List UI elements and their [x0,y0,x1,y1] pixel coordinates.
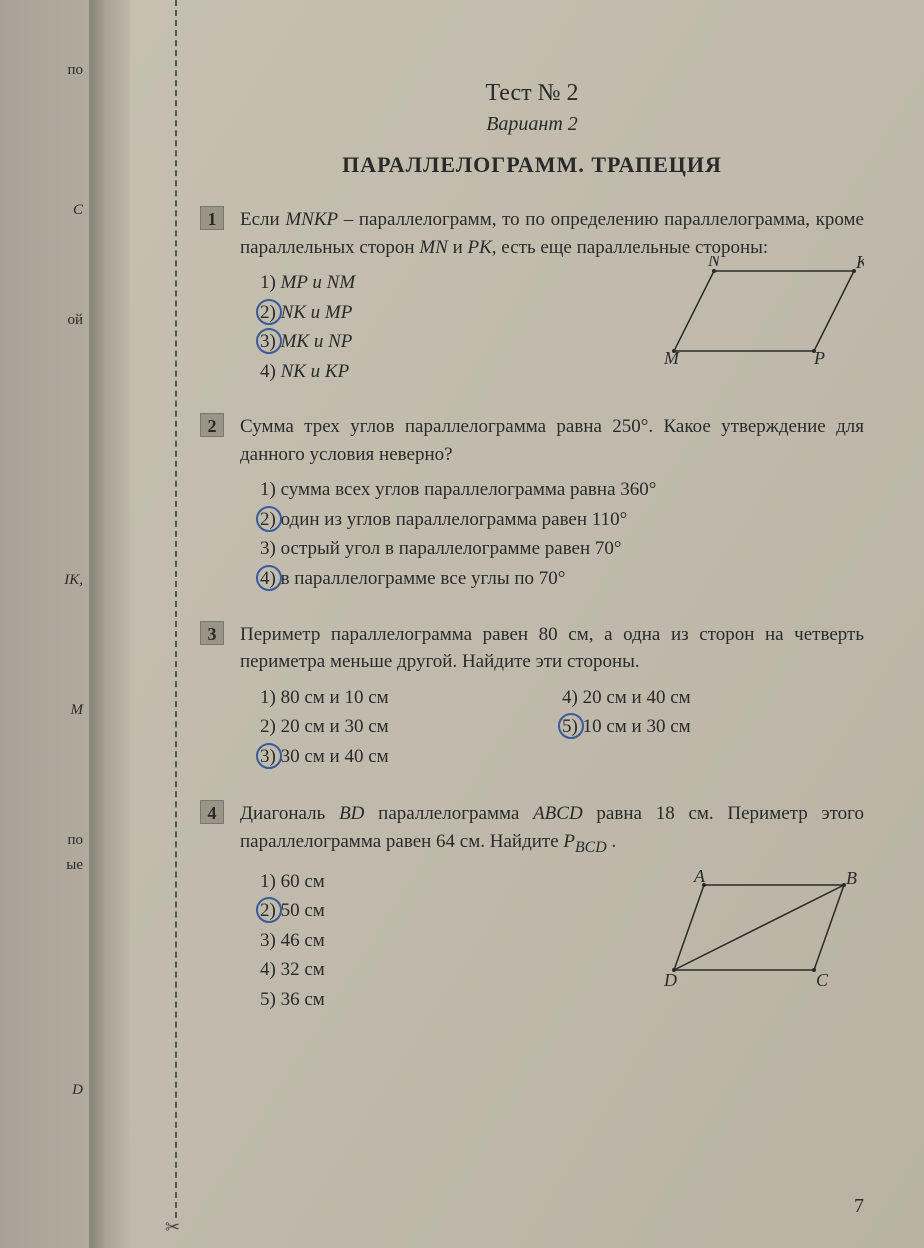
margin-text: M [71,700,84,721]
answer-option: 4) 20 см и 40 см [562,684,864,712]
answer-option: 4) 32 см [260,956,864,984]
answer-option: 2) один из углов параллелограмма равен 1… [260,506,864,534]
margin-text: IK, [64,570,83,591]
topic-title: ПАРАЛЛЕЛОГРАММ. ТРАПЕЦИЯ [200,152,864,178]
answer-option: 2) NK и MP [260,299,864,327]
question-text: Если MNKP – параллелограмм, то по опреде… [240,206,864,261]
cut-line [175,0,177,1218]
answer-option: 2) 50 см [260,897,864,925]
margin-text: C [73,200,83,221]
answer-option: 3) MK и NP [260,328,864,356]
variant: Вариант 2 [200,113,864,136]
question-text: Диагональ BD параллелограмма ABCD равна … [240,800,864,859]
margin-text: по [67,830,83,851]
question-number: 1 [200,206,224,230]
answer-option: 4) в параллелограмме все углы по 70° [260,565,864,593]
margin-text: по [67,60,83,81]
answer-option: 4) NK и KP [260,358,864,386]
question-text: Сумма трех углов параллелограмма равна 2… [240,413,864,468]
margin-text: D [72,1080,83,1101]
answers-list: 1) 60 см 2) 50 см 3) 46 см 4) 32 см 5) 3… [260,868,864,1014]
question-text: Периметр параллелограмма равен 80 см, а … [240,621,864,676]
answer-option: 3) 30 см и 40 см [260,743,562,771]
answer-option: 5) 10 см и 30 см [562,713,864,741]
test-number: Тест № 2 [200,80,864,107]
answer-option: 5) 36 см [260,986,864,1014]
margin-text: ой [67,310,83,331]
question-3: 3 Периметр параллелограмма равен 80 см, … [200,621,864,773]
question-4: 4 Диагональ BD параллелограмма ABCD равн… [200,800,864,1013]
answer-option: 1) сумма всех углов параллелограмма равн… [260,476,864,504]
answers-list: 1) сумма всех углов параллелограмма равн… [260,476,864,592]
answer-option: 3) 46 см [260,927,864,955]
question-number: 3 [200,621,224,645]
page-content: ✂ Тест № 2 Вариант 2 ПАРАЛЛЕЛОГРАММ. ТРА… [130,0,924,1248]
book-spine [90,0,130,1248]
answer-option: 3) острый угол в параллелограмме равен 7… [260,535,864,563]
answer-option: 2) 20 см и 30 см [260,713,562,741]
scissors-icon: ✂ [165,1217,180,1238]
question-number: 4 [200,800,224,824]
previous-page-margin: по C ой IK, M по ые D [0,0,90,1248]
answers-list: 1) 80 см и 10 см 4) 20 см и 40 см 2) 20 … [260,684,864,773]
question-1: 1 Если MNKP – параллелограмм, то по опре… [200,206,864,385]
question-number: 2 [200,413,224,437]
question-2: 2 Сумма трех углов параллелограмма равна… [200,413,864,592]
answer-option: 1) 80 см и 10 см [260,684,562,712]
margin-text: ые [66,855,83,876]
answer-option: 1) 60 см [260,868,864,896]
page-number: 7 [854,1195,864,1218]
vertex-label: N [707,256,721,270]
answer-option: 1) MP и NM [260,269,864,297]
